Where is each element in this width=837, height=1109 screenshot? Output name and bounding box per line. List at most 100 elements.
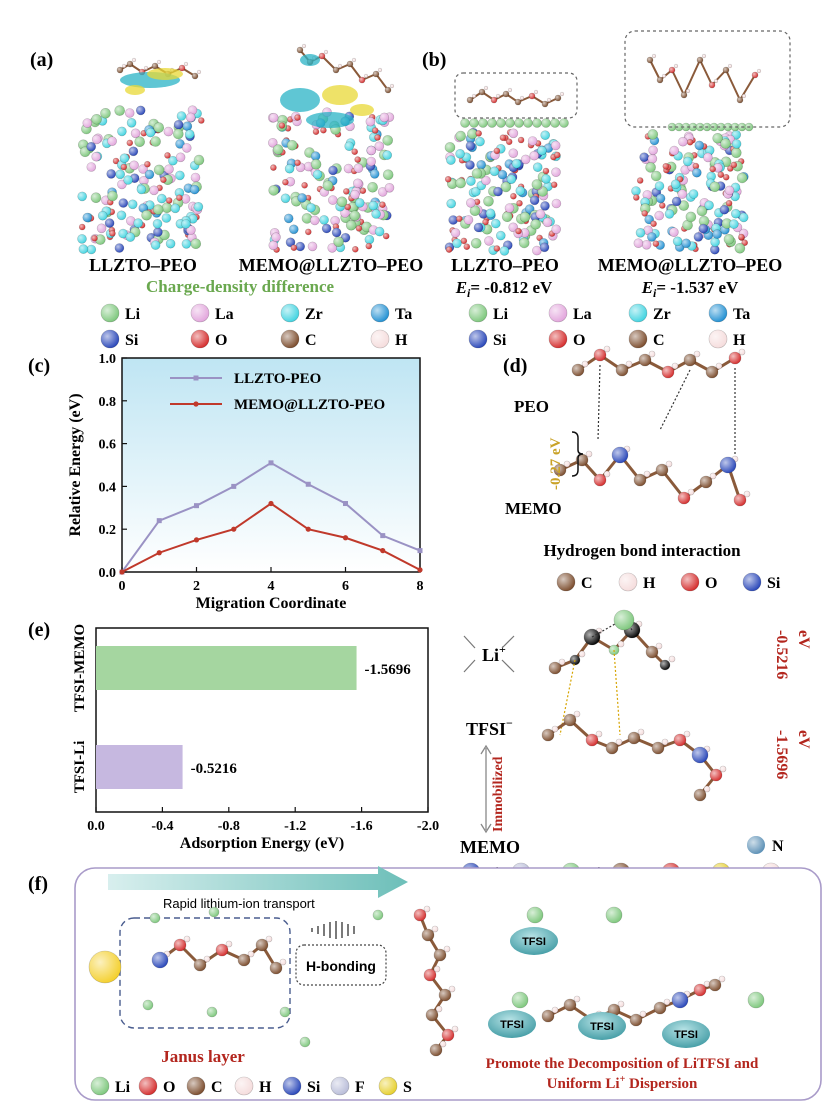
chain-atom (713, 78, 719, 84)
li-metal-surface (88, 950, 122, 984)
slab-atom (379, 112, 390, 123)
interface-li (460, 118, 470, 128)
slab-atom (631, 186, 641, 196)
legend-atom-icon (556, 572, 576, 592)
chain-atom (756, 68, 762, 74)
li-ion-arrows (463, 635, 515, 673)
panel-label-c: (c) (28, 355, 50, 377)
slab-atom (157, 193, 167, 204)
chain-atom (559, 91, 565, 97)
legend-atom-icon (378, 1076, 398, 1096)
slab-atom (115, 169, 125, 180)
slab-atom (540, 130, 551, 140)
y-axis-label: Relative Energy (eV) (67, 393, 84, 536)
chain-atom (471, 93, 477, 99)
slab-atom (712, 133, 724, 144)
chain-atom (116, 66, 124, 74)
chain-atom (151, 62, 159, 70)
molecule-atom (563, 713, 577, 727)
slab-atom (365, 242, 373, 250)
h-atom (573, 710, 581, 718)
interface-li (559, 118, 569, 128)
legend-item-si: Si (468, 329, 507, 349)
dashed-bond (559, 659, 576, 736)
x-tick-label: 2 (193, 579, 200, 594)
slab-atom (685, 211, 697, 223)
h-atom (617, 1000, 625, 1008)
x-tick-label: 0.0 (87, 819, 105, 834)
legend-item-h: H (708, 329, 746, 349)
slab-atom (120, 163, 128, 171)
slab-atom (518, 237, 530, 249)
interface-li (469, 118, 479, 128)
slab-atom (112, 157, 120, 165)
slab-atom (632, 194, 640, 201)
molecule-atom (553, 463, 567, 477)
slab-atom (382, 232, 390, 240)
slab-atom (78, 223, 86, 231)
slab-atom (455, 130, 467, 142)
x-tick-label: -2.0 (417, 819, 439, 834)
slab-atom (493, 147, 501, 155)
slab-atom (736, 172, 748, 184)
data-point (342, 535, 349, 541)
n-atom-legend-label: N (772, 838, 784, 855)
legend-label: Si (307, 1079, 321, 1096)
interface-li (514, 118, 524, 128)
slab-atom (723, 234, 735, 245)
molecule-atom (645, 645, 659, 659)
slab-atom (86, 141, 96, 152)
molecule-atom (691, 746, 709, 764)
legend-item-c: C (186, 1076, 223, 1096)
h-atom (639, 1010, 647, 1018)
slab-atom (294, 114, 301, 121)
slab-atom (185, 112, 196, 123)
slab-atom (463, 243, 471, 250)
panel-label-d: (d) (503, 355, 527, 377)
slab-atom (198, 117, 205, 124)
memo-llzto-peo-charge-density-structure (267, 43, 395, 253)
slab-atom (501, 211, 513, 222)
slab-atom (641, 210, 649, 217)
slab-atom (508, 148, 519, 158)
y-tick-label: 0.2 (99, 523, 117, 538)
chain-atom (301, 43, 307, 49)
molecule-atom (677, 491, 691, 505)
h-atom (595, 730, 603, 738)
chain-atom (514, 98, 522, 106)
h-atom (643, 470, 651, 478)
slab-atom (504, 203, 515, 213)
h-atom (617, 640, 625, 648)
slab-atom (284, 163, 295, 174)
slab-atom (652, 240, 660, 247)
legend-atom-icon (680, 572, 700, 592)
slab-atom (342, 188, 350, 195)
h-atom (655, 642, 663, 650)
chain-atom (318, 52, 326, 60)
slab-atom (340, 208, 350, 218)
slab-atom (367, 182, 378, 193)
slab-atom (635, 228, 646, 238)
transport-arrow (108, 866, 408, 898)
chain-atom (533, 89, 539, 95)
slab-atom (650, 170, 662, 182)
slab-atom (150, 240, 161, 250)
slab-atom (446, 155, 456, 165)
data-point (156, 518, 162, 524)
h-atom (431, 925, 439, 933)
charge-cloud (147, 68, 183, 80)
slab-atom (168, 155, 178, 166)
h-atom (665, 460, 673, 468)
x-tick-label: -0.4 (151, 819, 173, 834)
data-point (343, 501, 348, 507)
slab-atom (444, 176, 452, 183)
legend-atom-icon (618, 572, 638, 592)
x-tick-label: 0 (119, 579, 126, 594)
h-atom (715, 362, 723, 370)
slab-atom (645, 162, 656, 173)
molecule-atom (541, 728, 555, 742)
slab-atom (127, 199, 138, 210)
slab-atom (268, 240, 279, 251)
x-tick-label: -0.8 (218, 819, 240, 834)
slab-atom (176, 194, 183, 202)
